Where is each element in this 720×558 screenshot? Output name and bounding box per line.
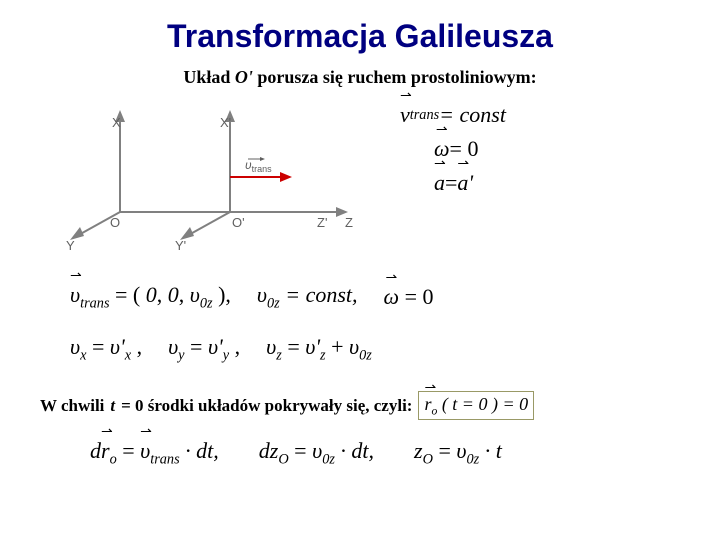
- mid-const-v: υ: [257, 282, 267, 307]
- mid-close: ),: [213, 282, 231, 307]
- row-vtrans-tuple: ⇀υtrans = ( 0, 0, υ0z ), υ0z = const, ⇀ω…: [70, 282, 720, 312]
- label-O: O: [110, 215, 120, 230]
- eq-accel: ⇀a = ⇀a': [400, 170, 506, 196]
- bro: o: [431, 404, 437, 417]
- equations-right: ⇀vtrans = const ⇀ω = 0 ⇀a = ⇀a': [400, 102, 506, 252]
- fz: z: [414, 438, 423, 463]
- cplus: +: [326, 334, 349, 359]
- f-dr-d: d: [90, 438, 101, 463]
- fzO: O: [423, 452, 433, 468]
- eq3-eq: =: [445, 170, 457, 196]
- bpre: W chwili: [40, 396, 104, 416]
- fv0z: υ: [312, 438, 322, 463]
- mid-v0z: υ: [190, 282, 200, 307]
- cvpy: υ': [208, 334, 223, 359]
- mid-omega: ω: [384, 284, 400, 309]
- label-Op: O': [232, 215, 245, 230]
- mid-z1: 0: [146, 282, 157, 307]
- eq1-v: v: [400, 102, 410, 127]
- fdt2: · dt,: [335, 438, 374, 463]
- final-equations: d⇀ro = ⇀υtrans · dt, dzO = υ0z · dt, zO …: [0, 438, 720, 468]
- bmid: = 0 środki układów pokrywały się, czyli:: [121, 396, 412, 416]
- row-components: υx = υ'x , υy = υ'y , υz = υ'z + υ0z: [70, 334, 720, 364]
- br: r: [424, 394, 431, 414]
- mid-const-sub: 0z: [267, 295, 280, 311]
- cvpz: υ': [305, 334, 320, 359]
- ceq2: =: [185, 334, 208, 359]
- mid-v0z-sub: 0z: [200, 295, 213, 311]
- cvx: υ: [70, 334, 80, 359]
- cv0zs: 0z: [359, 348, 372, 364]
- cc1: ,: [131, 334, 142, 359]
- mid-v: υ: [70, 282, 80, 307]
- eq-vtrans: ⇀vtrans = const: [400, 102, 506, 128]
- mid-const-rhs: = const,: [280, 282, 358, 307]
- fvt: trans: [150, 452, 179, 468]
- fdz: dz: [259, 438, 279, 463]
- label-Zp: Z': [317, 215, 327, 230]
- eq3-a2: a: [457, 170, 468, 195]
- vtrans-label: υtrans: [245, 158, 272, 174]
- fv: υ: [140, 438, 150, 463]
- subtitle-frame: O': [235, 67, 253, 87]
- fdt: · dt,: [180, 438, 219, 463]
- subtitle-pre: Układ: [183, 67, 235, 87]
- middle-equations: ⇀υtrans = ( 0, 0, υ0z ), υ0z = const, ⇀ω…: [0, 282, 720, 365]
- fdzO: O: [278, 452, 288, 468]
- diagram-row: X Y O Z X' Y' O' Z' υtrans ⇀vtrans = con…: [0, 102, 720, 252]
- cvpx: υ': [110, 334, 125, 359]
- eq1-sub: trans: [410, 107, 439, 124]
- eq3-prime: ': [468, 170, 473, 196]
- fv0zs: 0z: [322, 452, 335, 468]
- label-X: X: [112, 115, 121, 130]
- bottom-condition: W chwili t = 0 środki układów pokrywały …: [0, 391, 720, 421]
- label-Xp: X': [220, 115, 231, 130]
- cc2: ,: [229, 334, 240, 359]
- feq3: =: [433, 438, 456, 463]
- subtitle: Układ O' porusza się ruchem prostoliniow…: [0, 67, 720, 88]
- f-dr-o: o: [110, 452, 117, 468]
- label-Yp: Y': [175, 238, 186, 252]
- mid-omega-rhs: = 0: [399, 284, 433, 309]
- ft: · t: [479, 438, 502, 463]
- eq3-a: a: [434, 170, 445, 195]
- mid-trans: trans: [80, 295, 109, 311]
- f-dr-r: r: [101, 438, 110, 463]
- eq1-rhs: = const: [439, 102, 506, 128]
- mid-z2: 0: [168, 282, 179, 307]
- feq1: =: [117, 438, 140, 463]
- mid-open: = (: [110, 282, 146, 307]
- ceq3: =: [282, 334, 305, 359]
- eq-omega: ⇀ω = 0: [400, 136, 506, 162]
- fv0zs2: 0z: [466, 452, 479, 468]
- axes-svg: X Y O Z X' Y' O' Z' υtrans: [60, 102, 360, 252]
- slide-title: Transformacja Galileusza: [0, 18, 720, 55]
- bargs: ( t = 0 ) = 0: [442, 394, 528, 414]
- boxed-eq: ⇀ro ( t = 0 ) = 0: [418, 391, 534, 421]
- ceq1: =: [86, 334, 109, 359]
- cvz: υ: [266, 334, 276, 359]
- bt: t: [110, 396, 115, 416]
- coordinate-diagram: X Y O Z X' Y' O' Z' υtrans: [60, 102, 360, 252]
- subtitle-post: porusza się ruchem prostoliniowym:: [253, 67, 537, 87]
- cvy: υ: [168, 334, 178, 359]
- mid-s2: ,: [179, 282, 190, 307]
- mid-s1: ,: [157, 282, 168, 307]
- label-Y: Y: [66, 238, 75, 252]
- cv0z: υ: [349, 334, 359, 359]
- feq2: =: [289, 438, 312, 463]
- fv0z2: υ: [456, 438, 466, 463]
- label-Z: Z: [345, 215, 353, 230]
